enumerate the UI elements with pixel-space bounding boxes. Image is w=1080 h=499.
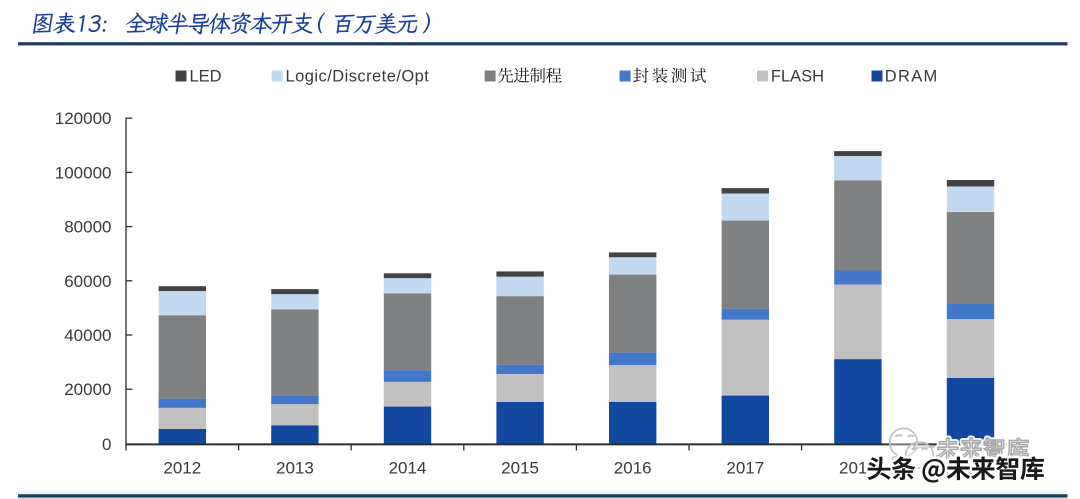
svg-text:2013: 2013 xyxy=(276,459,314,478)
svg-text:2016: 2016 xyxy=(614,459,652,478)
svg-text:LED: LED xyxy=(190,68,222,86)
svg-text:2017: 2017 xyxy=(726,459,764,478)
svg-text:0: 0 xyxy=(102,435,111,454)
svg-text:100000: 100000 xyxy=(55,163,112,182)
svg-text:60000: 60000 xyxy=(64,272,111,291)
svg-text:20000: 20000 xyxy=(64,380,111,399)
svg-text:80000: 80000 xyxy=(64,218,111,237)
svg-text:FLASH: FLASH xyxy=(771,68,824,86)
svg-text:2015: 2015 xyxy=(501,459,539,478)
svg-text:40000: 40000 xyxy=(64,326,111,345)
svg-text:DRAM: DRAM xyxy=(885,68,939,86)
svg-text:2012: 2012 xyxy=(163,459,201,478)
svg-text:Logic/Discrete/Opt: Logic/Discrete/Opt xyxy=(286,68,430,86)
svg-text:120000: 120000 xyxy=(55,109,112,128)
svg-text:2014: 2014 xyxy=(389,459,427,478)
